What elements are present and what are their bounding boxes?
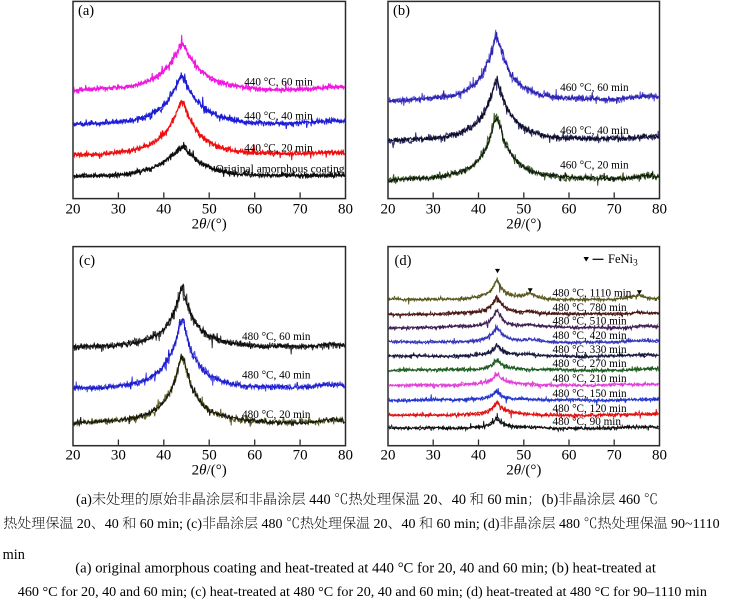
svg-text:60 min; (d): 60 min; (d) [433,517,500,532]
svg-text:480 °C, 90 min: 480 °C, 90 min [553,416,622,428]
svg-text:480: 480 [556,517,584,532]
svg-text:30: 30 [426,201,441,217]
svg-text:30: 30 [426,448,441,464]
svg-text:80: 80 [338,201,353,217]
svg-text:2θ/(°): 2θ/(°) [192,462,227,478]
svg-text:30: 30 [111,201,126,217]
svg-text:40: 40 [105,517,123,532]
svg-text:90~1110: 90~1110 [668,517,720,532]
svg-text:80: 80 [338,448,353,464]
svg-text:(a): (a) [78,3,94,19]
svg-text:480 °C, 510 min: 480 °C, 510 min [553,315,627,327]
svg-text:(b): (b) [542,492,559,508]
svg-text:440 °C, 20 min: 440 °C, 20 min [244,142,313,154]
svg-text:50: 50 [516,448,531,464]
svg-text:(d): (d) [395,253,412,269]
svg-text:(a): (a) [76,492,92,508]
svg-text:460 °C, 60 min: 460 °C, 60 min [560,82,629,94]
svg-text:480 °C, 210 min: 480 °C, 210 min [553,373,627,385]
svg-text:70: 70 [293,448,308,464]
svg-text:60: 60 [247,448,262,464]
svg-text:480 °C, 20 min: 480 °C, 20 min [242,409,311,421]
svg-text:70: 70 [607,201,622,217]
svg-text:480 °C, 60 min: 480 °C, 60 min [242,331,311,343]
svg-text:80: 80 [652,448,667,464]
svg-text:70: 70 [293,201,308,217]
svg-text:460: 460 [615,492,644,508]
svg-text:40: 40 [471,201,486,217]
svg-text:40: 40 [452,492,470,508]
svg-text:60: 60 [562,448,577,464]
svg-text:20: 20 [66,201,81,217]
svg-text:460 °C, 20 min: 460 °C, 20 min [560,160,629,172]
svg-text:20: 20 [381,201,396,217]
svg-text:°C for 20, 40 and 60 min; (b): °C for 20, 40 and 60 min; (b) heat-treat… [398,561,656,577]
svg-text:2θ/(°): 2θ/(°) [192,217,227,233]
svg-text:(a) original amorphous coating: (a) original amorphous coating and heat-… [75,561,397,577]
svg-text:(b): (b) [393,3,410,19]
svg-text:50: 50 [202,201,217,217]
svg-text:480 °C, 330 min: 480 °C, 330 min [553,344,627,356]
svg-text:40: 40 [402,517,420,532]
svg-text:20: 20 [370,517,388,532]
svg-text:20: 20 [420,492,438,508]
svg-text:20: 20 [381,448,396,464]
svg-text:50: 50 [516,201,531,217]
svg-text:440: 440 [306,492,335,508]
svg-text:480 °C, 780 min: 480 °C, 780 min [553,302,627,314]
svg-text:(c): (c) [79,253,95,269]
svg-text:480 °C, 150 min: 480 °C, 150 min [553,388,627,400]
svg-text:2θ/(°): 2θ/(°) [506,462,541,478]
svg-text:30: 30 [111,448,126,464]
svg-text:480 °C, 40 min: 480 °C, 40 min [242,370,311,382]
svg-text:80: 80 [652,201,667,217]
svg-text:50: 50 [202,448,217,464]
svg-text:440 °C, 60 min: 440 °C, 60 min [244,77,313,89]
svg-text:40: 40 [471,448,486,464]
svg-text:40: 40 [156,201,171,217]
svg-text:60 min; (c): 60 min; (c) [136,517,202,532]
svg-text:60: 60 [247,201,262,217]
svg-text:Original amorphous coating: Original amorphous coating [216,164,345,176]
svg-text:480 °C, 120 min: 480 °C, 120 min [553,403,627,415]
svg-text:20: 20 [73,517,91,532]
svg-text:60 min: 60 min [484,492,528,508]
svg-text:480 °C, 270 min: 480 °C, 270 min [553,358,627,370]
svg-text:480 °C, 420 min: 480 °C, 420 min [553,330,627,342]
svg-text:60: 60 [562,201,577,217]
svg-text:2θ/(°): 2θ/(°) [506,217,541,233]
svg-text:40: 40 [156,448,171,464]
svg-text:FeNi3: FeNi3 [608,252,638,269]
svg-text:min: min [3,547,25,563]
svg-text:460 °C, 40 min: 460 °C, 40 min [560,125,629,137]
svg-text:20: 20 [66,448,81,464]
svg-text:440 °C, 40 min: 440 °C, 40 min [244,111,313,123]
svg-text:480: 480 [258,517,286,532]
svg-text:460 °C for 20, 40 and 60 min;: 460 °C for 20, 40 and 60 min; (c) heat-t… [18,584,707,600]
svg-text:70: 70 [607,448,622,464]
svg-text:480 °C, 1110 min: 480 °C, 1110 min [553,288,632,300]
